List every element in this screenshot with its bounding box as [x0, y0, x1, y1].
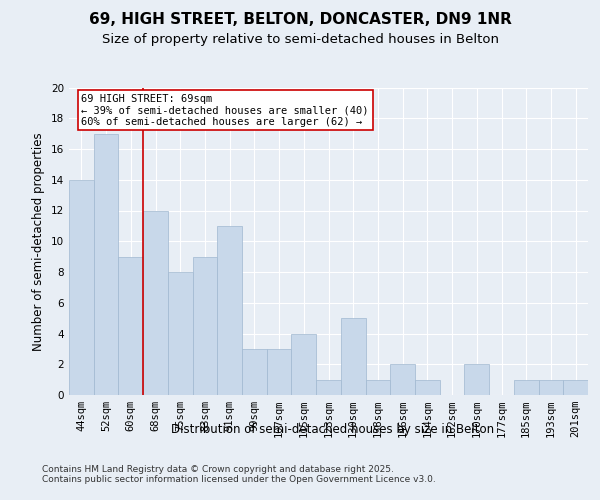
- Text: 69, HIGH STREET, BELTON, DONCASTER, DN9 1NR: 69, HIGH STREET, BELTON, DONCASTER, DN9 …: [89, 12, 511, 28]
- Bar: [168, 272, 193, 395]
- Bar: [464, 364, 489, 395]
- Bar: [415, 380, 440, 395]
- Bar: [563, 380, 588, 395]
- Text: Size of property relative to semi-detached houses in Belton: Size of property relative to semi-detach…: [101, 32, 499, 46]
- Bar: [94, 134, 118, 395]
- Bar: [193, 256, 217, 395]
- Bar: [69, 180, 94, 395]
- Bar: [514, 380, 539, 395]
- Bar: [390, 364, 415, 395]
- Bar: [365, 380, 390, 395]
- Bar: [316, 380, 341, 395]
- Y-axis label: Number of semi-detached properties: Number of semi-detached properties: [32, 132, 46, 350]
- Text: Contains HM Land Registry data © Crown copyright and database right 2025.
Contai: Contains HM Land Registry data © Crown c…: [42, 465, 436, 484]
- Bar: [143, 210, 168, 395]
- Bar: [242, 349, 267, 395]
- Bar: [341, 318, 365, 395]
- Bar: [539, 380, 563, 395]
- Bar: [267, 349, 292, 395]
- Bar: [118, 256, 143, 395]
- Bar: [292, 334, 316, 395]
- Text: Distribution of semi-detached houses by size in Belton: Distribution of semi-detached houses by …: [172, 422, 494, 436]
- Bar: [217, 226, 242, 395]
- Text: 69 HIGH STREET: 69sqm
← 39% of semi-detached houses are smaller (40)
60% of semi: 69 HIGH STREET: 69sqm ← 39% of semi-deta…: [82, 94, 369, 127]
